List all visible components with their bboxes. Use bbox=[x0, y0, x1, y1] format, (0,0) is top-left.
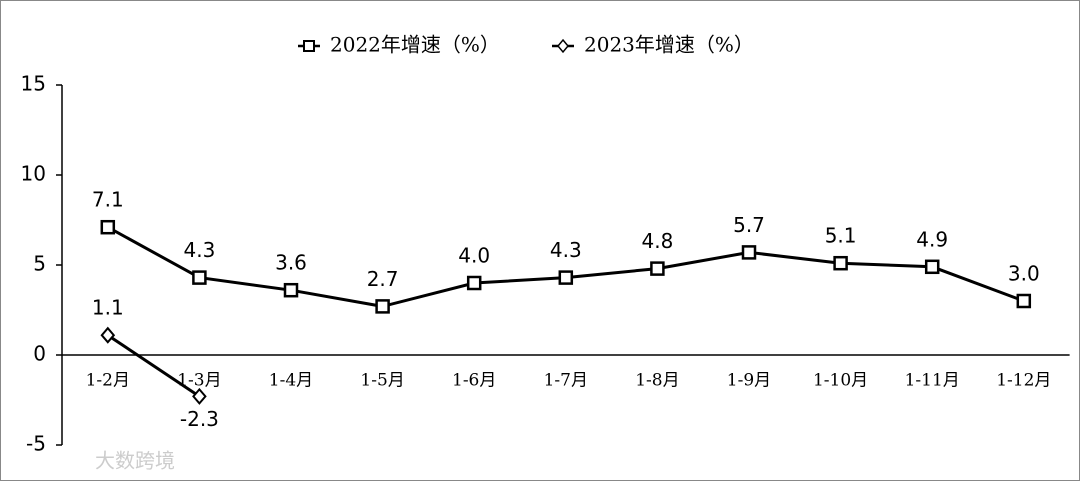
value-label: 4.3 bbox=[550, 238, 582, 262]
x-tick-label: 1-10月 bbox=[813, 371, 868, 391]
marker bbox=[100, 326, 116, 344]
value-label: 2.7 bbox=[367, 267, 399, 291]
x-tick-label: 1-6月 bbox=[452, 371, 496, 391]
value-label: 4.8 bbox=[641, 229, 673, 253]
watermark: 大数跨境 bbox=[95, 449, 175, 473]
x-tick-label: 1-8月 bbox=[635, 371, 679, 391]
legend-marker bbox=[303, 40, 315, 52]
y-tick-label: 5 bbox=[33, 252, 46, 276]
marker bbox=[924, 259, 940, 275]
value-label: 3.0 bbox=[1008, 262, 1040, 286]
value-label: 4.9 bbox=[916, 227, 948, 251]
x-tick-label: 1-4月 bbox=[269, 371, 313, 391]
series-line bbox=[106, 333, 201, 398]
marker bbox=[192, 387, 207, 405]
x-tick-label: 1-9月 bbox=[727, 371, 771, 391]
value-label: 5.1 bbox=[825, 224, 857, 248]
value-label: 1.1 bbox=[92, 296, 124, 320]
marker bbox=[466, 275, 482, 291]
y-tick-label: -5 bbox=[26, 432, 46, 456]
value-label: 3.6 bbox=[275, 251, 307, 275]
value-label: 4.3 bbox=[183, 238, 215, 262]
x-tick-label: 1-7月 bbox=[544, 371, 588, 391]
x-tick-label: 1-5月 bbox=[360, 371, 404, 391]
marker bbox=[1016, 293, 1032, 309]
x-tick-label: 1-2月 bbox=[86, 371, 130, 391]
marker bbox=[650, 261, 665, 276]
value-label: 7.1 bbox=[92, 188, 124, 212]
legend-label: 2023年增速（%） bbox=[584, 33, 754, 57]
marker bbox=[375, 299, 390, 314]
y-tick-label: 0 bbox=[33, 342, 46, 366]
value-label: 4.0 bbox=[458, 244, 490, 268]
marker bbox=[741, 245, 757, 260]
y-tick-label: 10 bbox=[21, 162, 46, 186]
marker bbox=[558, 270, 574, 285]
x-tick-label: 1-3月 bbox=[177, 371, 221, 391]
marker bbox=[192, 270, 207, 285]
marker bbox=[833, 255, 848, 271]
value-label: -2.3 bbox=[180, 407, 219, 431]
x-tick-label: 1-11月 bbox=[905, 371, 960, 391]
legend-marker bbox=[557, 38, 569, 54]
marker bbox=[283, 282, 299, 298]
x-tick-label: 1-12月 bbox=[996, 371, 1051, 391]
legend-label: 2022年增速（%） bbox=[330, 33, 500, 57]
marker bbox=[100, 219, 116, 235]
value-label: 5.7 bbox=[733, 213, 765, 237]
y-tick-label: 15 bbox=[21, 72, 46, 96]
